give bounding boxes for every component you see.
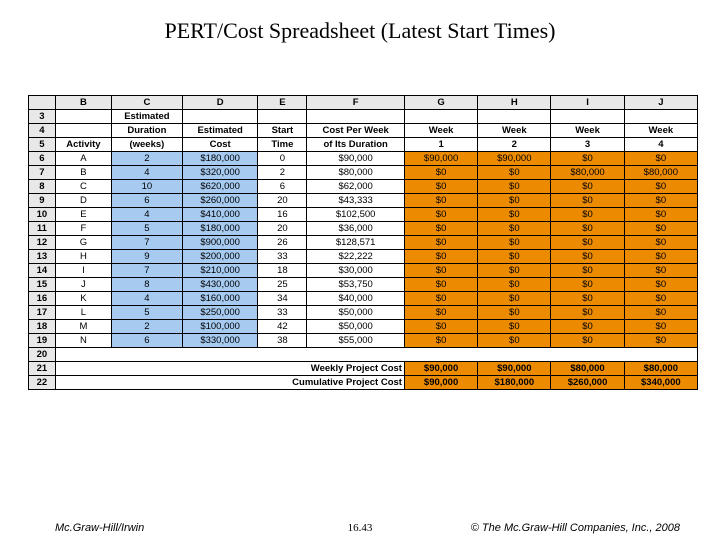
col-F: F — [307, 96, 405, 110]
col-C: C — [112, 96, 183, 110]
activity-row: 14I7$210,00018$30,000$0$0$0$0 — [29, 264, 698, 278]
spreadsheet: B C D E F G H I J 3 Estimated 4 Duration… — [28, 95, 698, 390]
col-I: I — [551, 96, 624, 110]
col-E: E — [258, 96, 307, 110]
column-header-row: B C D E F G H I J — [29, 96, 698, 110]
col-G: G — [404, 96, 477, 110]
footer-right: © The Mc.Graw-Hill Companies, Inc., 2008 — [471, 522, 680, 534]
activity-row: 16K4$160,00034$40,000$0$0$0$0 — [29, 292, 698, 306]
header-row-4: 4 Duration Estimated Start Cost Per Week… — [29, 124, 698, 138]
activity-row: 19N6$330,00038$55,000$0$0$0$0 — [29, 334, 698, 348]
activity-row: 15J8$430,00025$53,750$0$0$0$0 — [29, 278, 698, 292]
weekly-cost-row: 21 Weekly Project Cost $90,000 $90,000 $… — [29, 362, 698, 376]
activity-row: 8C10$620,0006$62,000$0$0$0$0 — [29, 180, 698, 194]
blank-row-20: 20 — [29, 348, 698, 362]
activity-row: 9D6$260,00020$43,333$0$0$0$0 — [29, 194, 698, 208]
page-title: PERT/Cost Spreadsheet (Latest Start Time… — [0, 0, 720, 50]
activity-row: 18M2$100,00042$50,000$0$0$0$0 — [29, 320, 698, 334]
activity-row: 11F5$180,00020$36,000$0$0$0$0 — [29, 222, 698, 236]
activity-row: 10E4$410,00016$102,500$0$0$0$0 — [29, 208, 698, 222]
activity-row: 12G7$900,00026$128,571$0$0$0$0 — [29, 236, 698, 250]
activity-row: 7B4$320,0002$80,000$0$0$80,000$80,000 — [29, 166, 698, 180]
col-B: B — [55, 96, 111, 110]
col-H: H — [478, 96, 551, 110]
weekly-label: Weekly Project Cost — [55, 362, 404, 376]
col-J: J — [624, 96, 697, 110]
activity-row: 17L5$250,00033$50,000$0$0$0$0 — [29, 306, 698, 320]
activity-row: 6A2$180,0000$90,000$90,000$90,000$0$0 — [29, 152, 698, 166]
header-row-5: 5 Activity (weeks) Cost Time of Its Dura… — [29, 138, 698, 152]
cumulative-cost-row: 22 Cumulative Project Cost $90,000 $180,… — [29, 376, 698, 390]
activity-row: 13H9$200,00033$22,222$0$0$0$0 — [29, 250, 698, 264]
col-D: D — [182, 96, 258, 110]
cumulative-label: Cumulative Project Cost — [55, 376, 404, 390]
header-row-3: 3 Estimated — [29, 110, 698, 124]
